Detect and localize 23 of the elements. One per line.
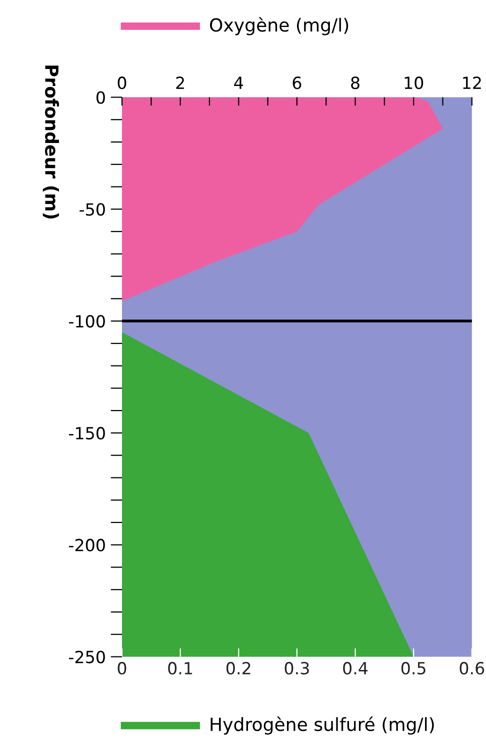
x2-tick-label: 0 <box>118 76 126 90</box>
x2-tick-label: 12 <box>463 76 481 89</box>
x-tick-label: 0.2 <box>226 662 250 675</box>
y-tick-label: 0 <box>96 91 105 104</box>
y-tick-label: -50 <box>80 203 105 216</box>
x-axis-title: Hydrogène sulfuré (mg/l) <box>210 716 434 735</box>
x2-tick-label: 10 <box>404 76 424 90</box>
x-tick-label: 0.1 <box>168 662 192 675</box>
y-tick-label: -200 <box>69 538 105 552</box>
x-tick-label: 0.3 <box>284 662 309 675</box>
x2-tick-label: 6 <box>292 76 302 90</box>
x2-tick-label: 8 <box>351 76 360 90</box>
x2-tick-label: 2 <box>176 76 184 89</box>
x-tick-label: 0.6 <box>460 662 484 675</box>
x-tick-label: 0 <box>118 662 126 675</box>
x-tick-label: 0.4 <box>343 662 368 675</box>
y-tick-label: -150 <box>69 426 105 440</box>
y-tick-label: -100 <box>69 315 105 328</box>
y-axis-title: Profondeur (m) <box>42 66 59 219</box>
y-tick-label: -250 <box>69 650 105 664</box>
x-tick-label: 0.5 <box>401 662 426 675</box>
x2-axis-title: Oxygène (mg/l) <box>210 17 348 36</box>
x2-tick-label: 4 <box>234 76 243 89</box>
